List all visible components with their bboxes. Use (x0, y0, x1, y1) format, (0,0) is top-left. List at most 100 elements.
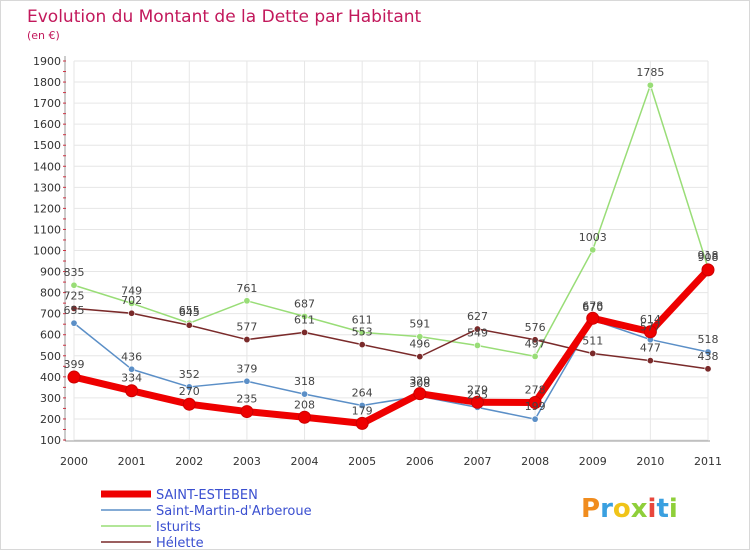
data-label: 702 (121, 294, 142, 307)
data-label: 1003 (579, 231, 607, 244)
y-tick-label: 400 (40, 371, 61, 384)
data-label: 591 (409, 318, 430, 331)
data-label: 725 (64, 289, 85, 302)
y-tick-label: 100 (40, 434, 61, 447)
proxiti-logo: Proxiti (581, 494, 678, 524)
x-tick-label: 2006 (406, 455, 434, 468)
data-label: 577 (236, 321, 257, 334)
y-tick-label: 700 (40, 308, 61, 321)
series-point (243, 377, 251, 385)
data-label: 352 (179, 368, 200, 381)
data-label: 549 (467, 326, 488, 339)
data-label: 908 (698, 251, 719, 264)
data-label: 496 (409, 338, 430, 351)
series-point (298, 410, 312, 424)
y-tick-label: 1900 (33, 55, 61, 68)
series-point (301, 312, 309, 320)
y-tick-label: 1500 (33, 139, 61, 152)
data-label: 614 (640, 313, 661, 326)
logo-letter: x (631, 494, 648, 524)
data-label: 918 (698, 249, 719, 262)
series-point (416, 353, 424, 361)
series-point (243, 336, 251, 344)
series-point (531, 415, 539, 423)
series-point (704, 365, 712, 373)
series-point (182, 397, 196, 411)
series-point (70, 304, 78, 312)
series-point (358, 328, 366, 336)
x-tick-label: 2011 (694, 455, 722, 468)
grid-lines (73, 60, 709, 441)
x-tick-label: 2007 (463, 455, 491, 468)
data-label: 438 (698, 350, 719, 363)
data-label: 477 (640, 342, 661, 355)
data-label: 264 (352, 386, 373, 399)
data-label: 655 (64, 304, 85, 317)
x-tick-label: 2003 (233, 455, 261, 468)
y-tick-label: 600 (40, 329, 61, 342)
series-point (67, 370, 81, 384)
data-label: 399 (64, 358, 85, 371)
series-point (473, 341, 481, 349)
legend-label: Isturits (156, 520, 201, 535)
series-point (470, 395, 484, 409)
data-label: 278 (525, 384, 546, 397)
series-point (643, 325, 657, 339)
y-tick-label: 500 (40, 350, 61, 363)
series-point (128, 309, 136, 317)
data-label: 655 (179, 304, 200, 317)
series-point (240, 405, 254, 419)
series-point (70, 281, 78, 289)
series-line-2 (73, 307, 709, 370)
x-tick-label: 2000 (60, 455, 88, 468)
series-point (646, 357, 654, 365)
series-point (531, 352, 539, 360)
series-point (528, 396, 542, 410)
series-point (416, 333, 424, 341)
data-label: 576 (525, 321, 546, 334)
series-point (185, 383, 193, 391)
logo-letter: t (656, 494, 668, 524)
logo-letter: i (648, 494, 657, 524)
y-tick-label: 1800 (33, 76, 61, 89)
series-line-1 (73, 84, 709, 358)
x-tick-label: 2004 (291, 455, 319, 468)
y-tick-label: 1700 (33, 97, 61, 110)
series-point (185, 321, 193, 329)
data-label: 553 (352, 326, 373, 339)
data-label: 279 (467, 383, 488, 396)
data-label: 199 (525, 400, 546, 413)
data-label: 749 (121, 284, 142, 297)
x-tick-label: 2009 (579, 455, 607, 468)
series-point (704, 348, 712, 356)
data-label: 179 (352, 404, 373, 417)
series-layer (67, 81, 715, 430)
data-label: 835 (64, 266, 85, 279)
logo-letter: P (581, 494, 600, 524)
chart-subtitle: (en €) (27, 29, 60, 42)
legend-label: SAINT-ESTEBEN (156, 488, 258, 503)
data-label: 687 (294, 297, 315, 310)
series-point (589, 349, 597, 357)
data-label: 761 (236, 282, 257, 295)
data-label: 497 (525, 337, 546, 350)
series-point (128, 299, 136, 307)
y-tick-label: 900 (40, 266, 61, 279)
series-point (413, 387, 427, 401)
series-point (70, 319, 78, 327)
data-label: 379 (236, 362, 257, 375)
y-tick-label: 200 (40, 413, 61, 426)
data-label: 611 (352, 313, 373, 326)
x-tick-label: 2008 (521, 455, 549, 468)
data-label: 670 (582, 301, 603, 314)
series-point (589, 246, 597, 254)
axes: 100 200 300 400 500 600 700 800 900 1000 1100 1200 1… (33, 55, 722, 468)
x-tick-label: 2002 (175, 455, 203, 468)
y-tick-label: 300 (40, 392, 61, 405)
series-point (358, 341, 366, 349)
x-tick-label: 2001 (118, 455, 146, 468)
logo-letter: o (613, 494, 631, 524)
legend-label: Hélette (156, 536, 204, 551)
